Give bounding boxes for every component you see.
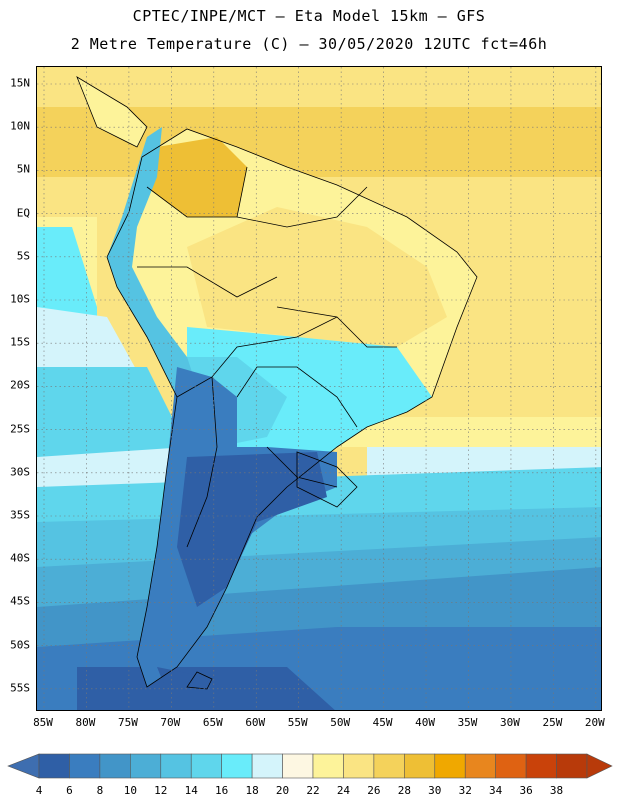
- central-america-landmass: [77, 77, 147, 147]
- latitude-label: 5N: [16, 162, 30, 176]
- latitude-label: 10N: [10, 119, 30, 133]
- colorbar-segment: [69, 753, 101, 779]
- latitude-label: 10S: [10, 292, 30, 306]
- longitude-label: 80W: [75, 716, 96, 729]
- temperature-map: [37, 67, 601, 710]
- colorbar-tick-label: 18: [245, 784, 259, 797]
- latitude-label: 20S: [10, 378, 30, 392]
- colorbar-over-arrow: [586, 753, 613, 779]
- colorbar-segment: [38, 753, 70, 779]
- colorbar-segment: [99, 753, 131, 779]
- colorbar-tick-label: 10: [123, 784, 137, 797]
- longitude-label: 50W: [330, 716, 351, 729]
- colorbar-tick-label: 22: [306, 784, 320, 797]
- latitude-label: 15N: [10, 76, 30, 90]
- colorbar-tick-label: 30: [428, 784, 442, 797]
- colorbar-tick-label: 38: [549, 784, 564, 797]
- colorbar-segment: [373, 753, 405, 779]
- colorbar-segment: [130, 753, 162, 779]
- longitude-label: 25W: [542, 716, 563, 729]
- longitude-label: 60W: [245, 716, 266, 729]
- latitude-label: 45S: [10, 594, 30, 608]
- map-panel: [36, 66, 602, 711]
- longitude-label: 45W: [372, 716, 393, 729]
- country-borders: [76, 76, 478, 688]
- longitude-label: 55W: [287, 716, 308, 729]
- colorbar-segment: [282, 753, 314, 779]
- colorbar-tick-label: 26: [367, 784, 381, 797]
- colorbar-tick-label: 34: [489, 784, 503, 797]
- latitude-label: 35S: [10, 508, 30, 522]
- colorbar-segment: [495, 753, 527, 779]
- longitude-label: 35W: [457, 716, 478, 729]
- latitude-label: 15S: [10, 335, 30, 349]
- colorbar-segment: [404, 753, 436, 779]
- colorbar-tick-label: 12: [154, 784, 168, 797]
- colorbar-segment: [464, 753, 496, 779]
- latitude-label: 5S: [16, 249, 30, 263]
- longitude-label: 20W: [584, 716, 605, 729]
- colorbar-segment: [312, 753, 344, 779]
- longitude-label: 40W: [415, 716, 435, 729]
- latitude-label: 25S: [10, 422, 30, 436]
- latitude-label: 50S: [10, 638, 30, 652]
- colorbar-segment: [525, 753, 557, 779]
- latitude-label: 30S: [10, 465, 30, 479]
- longitude-label: 65W: [202, 716, 223, 729]
- longitude-label: 70W: [160, 716, 181, 729]
- map-title-line-2: 2 Metre Temperature (C) – 30/05/2020 12U…: [70, 35, 548, 53]
- colorbar-segment: [190, 753, 222, 779]
- colorbar-tick-label: 16: [215, 784, 229, 797]
- colorbar-segment: [343, 753, 375, 779]
- map-title-line-1: CPTEC/INPE/MCT – Eta Model 15km – GFS: [132, 7, 486, 25]
- colorbar-tick-label: 24: [336, 784, 351, 797]
- colorbar-tick-label: 32: [458, 784, 472, 797]
- latitude-label: 40S: [10, 551, 30, 565]
- colorbar-segment: [221, 753, 253, 779]
- colorbar-tick-label: 28: [397, 784, 411, 797]
- colorbar-tick-label: 6: [66, 784, 73, 797]
- colorbar-tick-label: 8: [96, 784, 104, 797]
- colorbar-segment: [251, 753, 283, 779]
- colorbar-segment: [434, 753, 466, 779]
- colorbar-tick-label: 14: [184, 784, 198, 797]
- latitude-label: EQ: [16, 206, 30, 220]
- colorbar-segment: [556, 753, 588, 779]
- colorbar-tick-label: 4: [35, 784, 43, 797]
- colorbar-tick-label: 36: [519, 784, 533, 797]
- longitude-label: 30W: [500, 716, 520, 729]
- temperature-colorbar: [7, 753, 613, 779]
- latitude-label: 55S: [10, 681, 30, 695]
- longitude-label: 75W: [117, 716, 138, 729]
- longitude-label: 85W: [33, 716, 53, 729]
- colorbar-under-arrow: [7, 753, 40, 779]
- colorbar-segment: [160, 753, 192, 779]
- colorbar-tick-label: 20: [275, 784, 290, 797]
